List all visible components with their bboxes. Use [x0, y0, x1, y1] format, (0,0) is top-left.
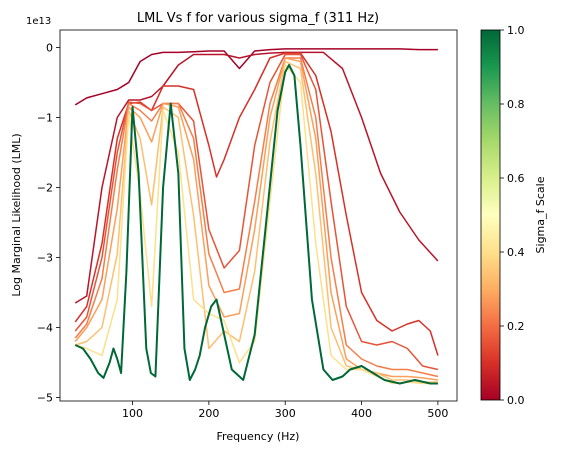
colorbar-label: Sigma_f Scale — [534, 176, 547, 253]
x-axis-label: Frequency (Hz) — [217, 430, 300, 443]
x-tick-label: 500 — [427, 407, 448, 420]
series-line-6 — [75, 60, 438, 383]
series-line-5 — [74, 57, 439, 381]
y-tick-label: −1 — [37, 112, 53, 125]
plot-frame — [59, 29, 458, 402]
x-tick-label: 100 — [122, 407, 143, 420]
colorbar-tick-label: 0.6 — [507, 172, 525, 185]
y-tick-label: −2 — [37, 182, 53, 195]
series-line-1 — [74, 51, 439, 304]
y-axis-label: Log Marginal Likelihood (LML) — [10, 133, 23, 296]
colorbar — [480, 29, 501, 401]
series-line-8 — [74, 64, 438, 385]
colorbar-axis: 0.0 0.2 0.4 0.6 0.8 1.0 — [500, 24, 525, 407]
series-line-0 — [74, 48, 438, 106]
x-tick-label: 200 — [198, 407, 219, 420]
y-tick-label: 0 — [46, 42, 53, 55]
x-tick-label: 300 — [275, 407, 296, 420]
x-tick-label: 400 — [351, 407, 372, 420]
y-axis: 0 −1 −2 −3 −4 −5 — [37, 42, 60, 405]
colorbar-tick-label: 0.4 — [507, 246, 525, 259]
y-tick-label: −4 — [37, 322, 53, 335]
colorbar-tick-label: 0.8 — [507, 98, 525, 111]
offset-text: 1e13 — [26, 16, 51, 27]
chart-title: LML Vs f for various sigma_f (311 Hz) — [137, 11, 379, 26]
y-tick-label: −5 — [37, 392, 53, 405]
colorbar-tick-label: 0.0 — [507, 394, 525, 407]
colorbar-tick-label: 1.0 — [507, 24, 525, 37]
series-line-7 — [75, 64, 438, 385]
colorbar-tick-label: 0.2 — [507, 320, 525, 333]
y-tick-label: −3 — [37, 252, 53, 265]
x-axis: 100 200 300 400 500 — [122, 401, 448, 420]
series-line-3 — [74, 53, 439, 371]
series-line-4 — [74, 57, 439, 378]
series-layer — [74, 48, 439, 385]
